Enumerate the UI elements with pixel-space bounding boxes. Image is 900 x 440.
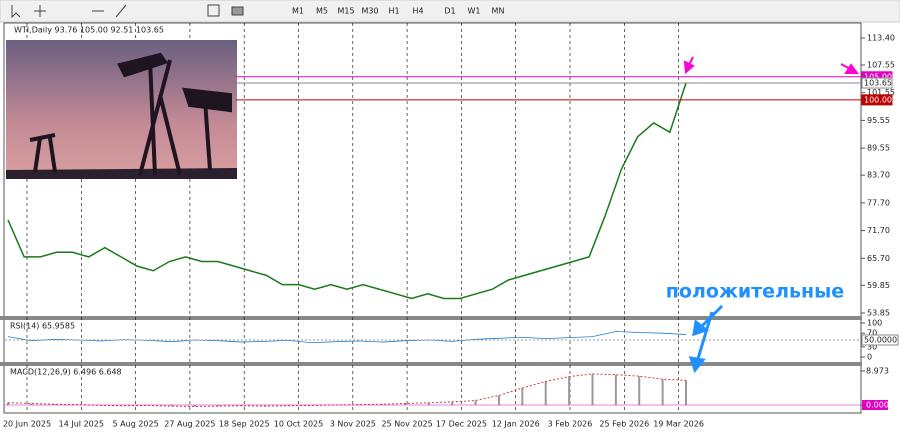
- rsi-tick-label: 0: [867, 353, 872, 362]
- macd-tick-label: 0.000: [866, 401, 889, 410]
- rsi-tick-label: 100: [867, 319, 882, 328]
- macd-bar: [475, 400, 477, 405]
- y-tick-label: 53.85: [867, 309, 890, 318]
- macd-bar: [591, 374, 593, 405]
- timeframe-button[interactable]: H1: [388, 7, 399, 16]
- timeframe-button[interactable]: M30: [361, 7, 378, 16]
- y-tick-label: 113.40: [867, 34, 895, 43]
- separator: [0, 362, 862, 366]
- x-tick-label: 25 Nov 2025: [381, 420, 432, 429]
- x-tick-label: 19 Mar 2026: [653, 420, 704, 429]
- y-tick-label: 89.55: [867, 144, 890, 153]
- x-tick-label: 20 Jun 2025: [3, 420, 51, 429]
- macd-label: MACD(12,26,9) 6.496 6.648: [10, 368, 122, 377]
- x-tick-label: 18 Sep 2025: [219, 420, 270, 429]
- level-label: 100.00: [864, 95, 892, 104]
- y-tick-label: 65.70: [867, 254, 890, 263]
- macd-bar: [685, 380, 687, 405]
- timeframe-button[interactable]: W1: [468, 7, 481, 16]
- y-tick-label: 59.85: [867, 281, 890, 290]
- macd-tick-label: 8.973: [866, 367, 889, 376]
- macd-bar: [638, 376, 640, 405]
- rsi-label: RSI(14) 65.9585: [10, 322, 75, 331]
- x-tick-label: 3 Nov 2025: [330, 420, 376, 429]
- timeframes: M1 M5 M15 M30 H1 H4 D1 W1 MN: [292, 7, 504, 16]
- level-label: 103.65: [864, 79, 892, 88]
- macd-bar: [498, 396, 500, 405]
- x-tick-label: 5 Aug 2025: [113, 420, 159, 429]
- timeframe-button[interactable]: M15: [337, 7, 354, 16]
- y-tick-label: 107.55: [867, 61, 895, 70]
- macd-bar: [568, 377, 570, 405]
- x-tick-label: 3 Feb 2026: [548, 420, 593, 429]
- photo: [6, 40, 237, 179]
- timeframe-button[interactable]: M5: [316, 7, 328, 16]
- x-tick-label: 14 Jul 2025: [59, 420, 104, 429]
- x-tick-label: 27 Aug 2025: [164, 420, 215, 429]
- timeframe-button[interactable]: M1: [292, 7, 304, 16]
- chart-header: WTI,Daily 93.76 105.00 92.51 103.65: [14, 26, 164, 35]
- y-tick-label: 83.70: [867, 171, 890, 180]
- macd-bar: [521, 388, 523, 405]
- x-tick-label: 17 Dec 2025: [436, 420, 487, 429]
- macd-bar: [545, 382, 547, 405]
- x-tick-label: 25 Feb 2026: [599, 420, 649, 429]
- timeframe-button[interactable]: MN: [492, 7, 505, 16]
- timeframe-button[interactable]: H4: [412, 7, 423, 16]
- separator: [0, 316, 862, 320]
- y-tick-label: 71.70: [867, 226, 890, 235]
- macd-bar: [615, 375, 617, 405]
- macd-bar: [662, 379, 664, 405]
- annotation: положительные: [666, 281, 844, 303]
- timeframe-button[interactable]: D1: [444, 7, 455, 16]
- x-tick-label: 12 Jan 2026: [492, 420, 540, 429]
- y-tick-label: 95.55: [867, 116, 890, 125]
- rsi-level-label: 50.0000: [864, 336, 897, 345]
- x-tick-label: 10 Oct 2025: [274, 420, 323, 429]
- y-tick-label: 77.70: [867, 198, 890, 207]
